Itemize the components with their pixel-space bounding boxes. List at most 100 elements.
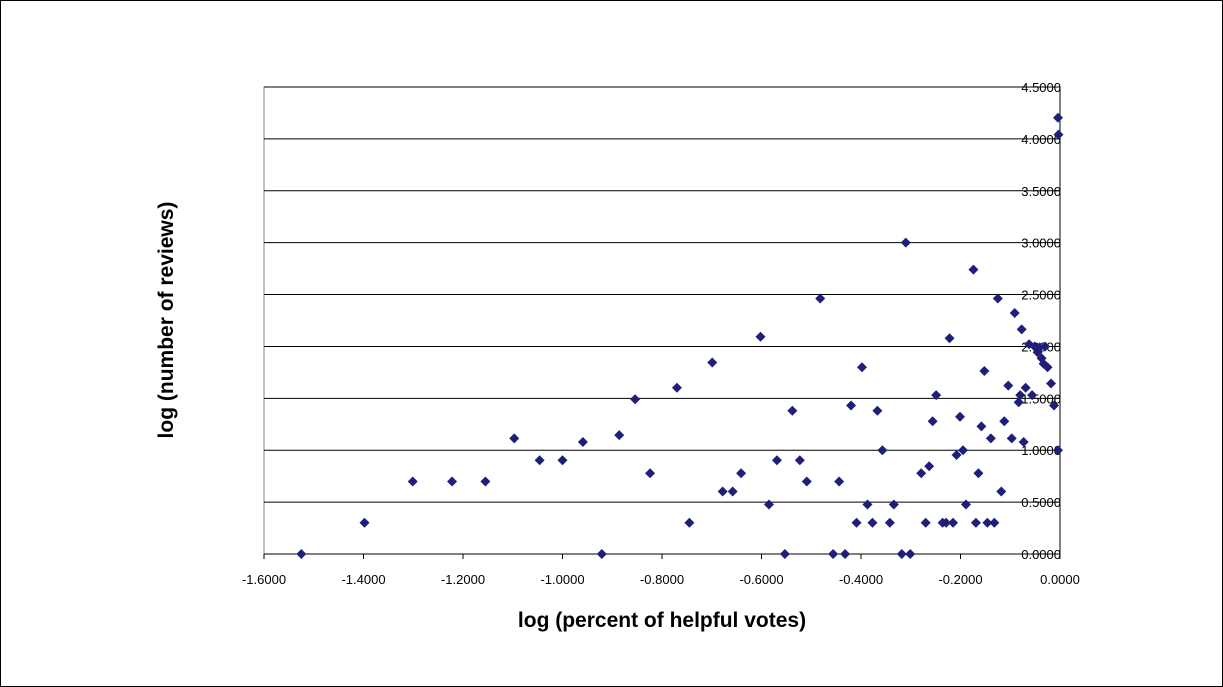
x-tick-label: -1.2000 bbox=[441, 572, 485, 587]
data-point bbox=[888, 499, 899, 510]
y-tick-label: 3.0000 bbox=[1021, 236, 1061, 251]
y-tick-labels: 0.00000.50001.00001.50002.00002.50003.00… bbox=[1021, 80, 1061, 562]
data-point bbox=[509, 433, 520, 444]
data-point bbox=[920, 517, 931, 528]
data-point bbox=[846, 400, 857, 411]
data-point bbox=[970, 517, 981, 528]
y-tick-label: 4.0000 bbox=[1021, 132, 1061, 147]
x-tick-label: 0.0000 bbox=[1040, 572, 1080, 587]
data-point bbox=[840, 549, 851, 559]
data-point bbox=[927, 416, 938, 427]
data-point bbox=[815, 293, 826, 304]
x-tick-labels: -1.6000 -1.4000 -1.2000 -1.0000 -0.8000 -0.60… bbox=[242, 572, 1080, 587]
data-point bbox=[1018, 437, 1029, 448]
data-point bbox=[828, 549, 839, 559]
data-point bbox=[1053, 445, 1064, 456]
data-point bbox=[982, 517, 993, 528]
data-point bbox=[992, 293, 1003, 304]
x-tick-label: -0.8000 bbox=[640, 572, 684, 587]
data-point bbox=[614, 430, 625, 441]
data-point bbox=[1016, 324, 1027, 335]
data-point bbox=[916, 468, 927, 479]
gridlines bbox=[264, 86, 1060, 503]
data-point bbox=[727, 486, 738, 497]
data-point bbox=[862, 499, 873, 510]
data-point bbox=[480, 476, 491, 487]
data-point bbox=[1009, 308, 1020, 319]
data-points bbox=[296, 112, 1064, 559]
data-point bbox=[968, 264, 979, 275]
data-point bbox=[447, 476, 458, 487]
data-point bbox=[1049, 400, 1060, 411]
data-point bbox=[851, 517, 862, 528]
data-point bbox=[856, 362, 867, 373]
plot-area bbox=[263, 86, 1061, 555]
x-tick-label: -0.4000 bbox=[839, 572, 883, 587]
data-point bbox=[877, 445, 888, 456]
data-point bbox=[985, 433, 996, 444]
data-point bbox=[794, 455, 805, 466]
data-point bbox=[407, 476, 418, 487]
data-point bbox=[872, 405, 883, 416]
data-point bbox=[1013, 397, 1024, 408]
data-point bbox=[771, 455, 782, 466]
data-point bbox=[905, 549, 916, 559]
data-point bbox=[979, 366, 990, 377]
data-point bbox=[960, 499, 971, 510]
y-tick-label: 2.5000 bbox=[1021, 288, 1061, 303]
data-point bbox=[867, 517, 878, 528]
data-point bbox=[645, 468, 656, 479]
x-tick-label: -1.0000 bbox=[540, 572, 584, 587]
data-point bbox=[296, 549, 307, 559]
y-tick-label: 4.5000 bbox=[1021, 80, 1061, 95]
y-tick-label: 0.5000 bbox=[1021, 495, 1061, 510]
data-point bbox=[787, 405, 798, 416]
data-point bbox=[359, 517, 370, 528]
x-axis-title: log (percent of helpful votes) bbox=[518, 609, 806, 632]
data-point bbox=[941, 517, 952, 528]
data-point bbox=[989, 517, 1000, 528]
data-point bbox=[948, 517, 959, 528]
data-point bbox=[577, 437, 588, 448]
data-point bbox=[924, 461, 935, 472]
data-point bbox=[944, 333, 955, 344]
x-tick-label: -0.6000 bbox=[739, 572, 783, 587]
data-point bbox=[1046, 378, 1057, 389]
data-point bbox=[763, 499, 774, 510]
y-tick-label: 0.0000 bbox=[1021, 547, 1061, 562]
y-axis-title: log (number of reviews) bbox=[155, 202, 178, 439]
data-point bbox=[1015, 390, 1026, 401]
data-point bbox=[801, 476, 812, 487]
data-point bbox=[671, 382, 682, 393]
x-tick-label: -0.2000 bbox=[938, 572, 982, 587]
data-point bbox=[884, 517, 895, 528]
data-point bbox=[684, 517, 695, 528]
data-point bbox=[973, 468, 984, 479]
data-point bbox=[534, 455, 545, 466]
data-point bbox=[999, 416, 1010, 427]
data-point bbox=[955, 411, 966, 422]
data-point bbox=[1003, 380, 1014, 391]
data-point bbox=[1020, 382, 1031, 393]
data-point bbox=[996, 486, 1007, 497]
data-point bbox=[736, 468, 747, 479]
data-point bbox=[1053, 112, 1064, 123]
data-point bbox=[755, 331, 766, 342]
x-tick-label: -1.4000 bbox=[341, 572, 385, 587]
data-point bbox=[557, 455, 568, 466]
data-point bbox=[707, 357, 718, 368]
data-point bbox=[1027, 390, 1038, 401]
data-point bbox=[1053, 129, 1064, 140]
data-point bbox=[976, 421, 987, 432]
data-point bbox=[931, 390, 942, 401]
data-point bbox=[1042, 362, 1053, 373]
data-point bbox=[951, 449, 962, 460]
data-point bbox=[1006, 433, 1017, 444]
data-point bbox=[1040, 341, 1051, 352]
x-tick-label: -1.6000 bbox=[242, 572, 286, 587]
data-point bbox=[834, 476, 845, 487]
data-point bbox=[596, 549, 607, 559]
data-point bbox=[630, 394, 641, 405]
